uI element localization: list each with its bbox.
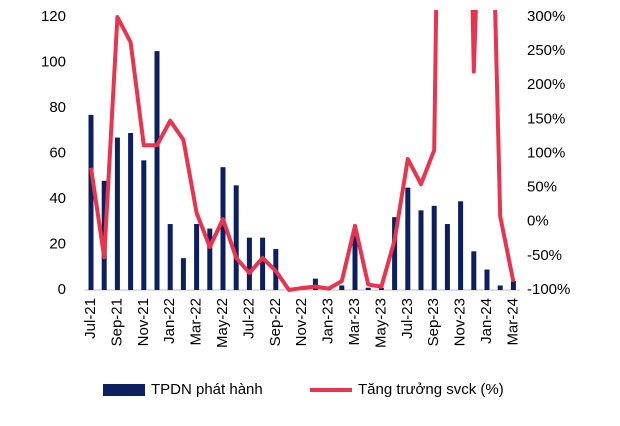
bar <box>246 237 252 290</box>
bar <box>128 133 134 290</box>
y2-tick-label: 50% <box>527 179 557 196</box>
legend-swatch <box>103 384 145 396</box>
y-tick-label: 100 <box>41 53 66 70</box>
bar <box>180 258 186 290</box>
bar <box>339 285 345 290</box>
bar <box>352 235 358 290</box>
y-tick-label: 40 <box>49 190 66 207</box>
x-tick-label: Nov-22 <box>293 298 310 346</box>
y2-tick-label: 150% <box>527 110 565 127</box>
bar <box>114 137 120 290</box>
x-tick-label: Nov-23 <box>452 298 469 346</box>
x-tick-label: Mar-24 <box>504 298 521 346</box>
bar <box>497 285 503 290</box>
x-tick-label: Sep-23 <box>425 298 442 346</box>
y2-tick-label: -50% <box>527 247 562 264</box>
x-tick-label: Mar-22 <box>188 298 205 346</box>
x-tick-label: May-23 <box>372 298 389 348</box>
x-tick-label: Jan-24 <box>478 298 495 344</box>
bar <box>233 185 239 290</box>
line <box>89 10 516 292</box>
bar <box>141 160 147 290</box>
bar <box>194 224 200 290</box>
legend-label: Tăng trưởng svck (%) <box>358 381 504 398</box>
y2-tick-label: 200% <box>527 76 565 93</box>
x-tick-label: Jul-22 <box>240 298 257 339</box>
bar <box>260 237 266 290</box>
y2-tick-label: 0% <box>527 213 549 230</box>
y-tick-label: 0 <box>58 281 66 298</box>
y-tick-label: 80 <box>49 99 66 116</box>
bar <box>154 51 160 290</box>
y-tick-label: 20 <box>49 235 66 252</box>
bar <box>405 187 411 290</box>
y2-tick-label: -100% <box>527 281 570 298</box>
bar <box>312 278 318 290</box>
bar <box>418 210 424 290</box>
x-tick-label: Jan-22 <box>161 298 178 344</box>
x-tick-label: Jul-21 <box>82 298 99 339</box>
x-tick-label: Sep-22 <box>267 298 284 346</box>
line-group <box>89 10 516 292</box>
y-tick-label: 60 <box>49 144 66 161</box>
x-tick-label: Mar-23 <box>346 298 363 346</box>
bar <box>392 217 398 290</box>
bar <box>444 224 450 290</box>
x-tick-label: Jul-23 <box>399 298 416 339</box>
y2-tick-label: 250% <box>527 42 565 59</box>
bar <box>365 287 371 290</box>
x-tick-label: May-22 <box>214 298 231 348</box>
bar <box>431 205 437 290</box>
bar <box>220 167 226 290</box>
bar <box>167 224 173 290</box>
x-tick-label: Nov-21 <box>135 298 152 346</box>
y-tick-label: 120 <box>41 8 66 25</box>
y2-tick-label: 300% <box>527 8 565 25</box>
x-tick-label: Jan-23 <box>320 298 337 344</box>
bar <box>88 114 94 290</box>
bar <box>471 251 477 290</box>
bar <box>458 201 464 290</box>
bar <box>484 269 490 290</box>
y2-tick-label: 100% <box>527 144 565 161</box>
bar <box>207 228 213 290</box>
bar <box>378 287 384 290</box>
legend-label: TPDN phát hành <box>151 381 263 398</box>
bar <box>510 280 516 290</box>
x-tick-label: Sep-21 <box>108 298 125 346</box>
